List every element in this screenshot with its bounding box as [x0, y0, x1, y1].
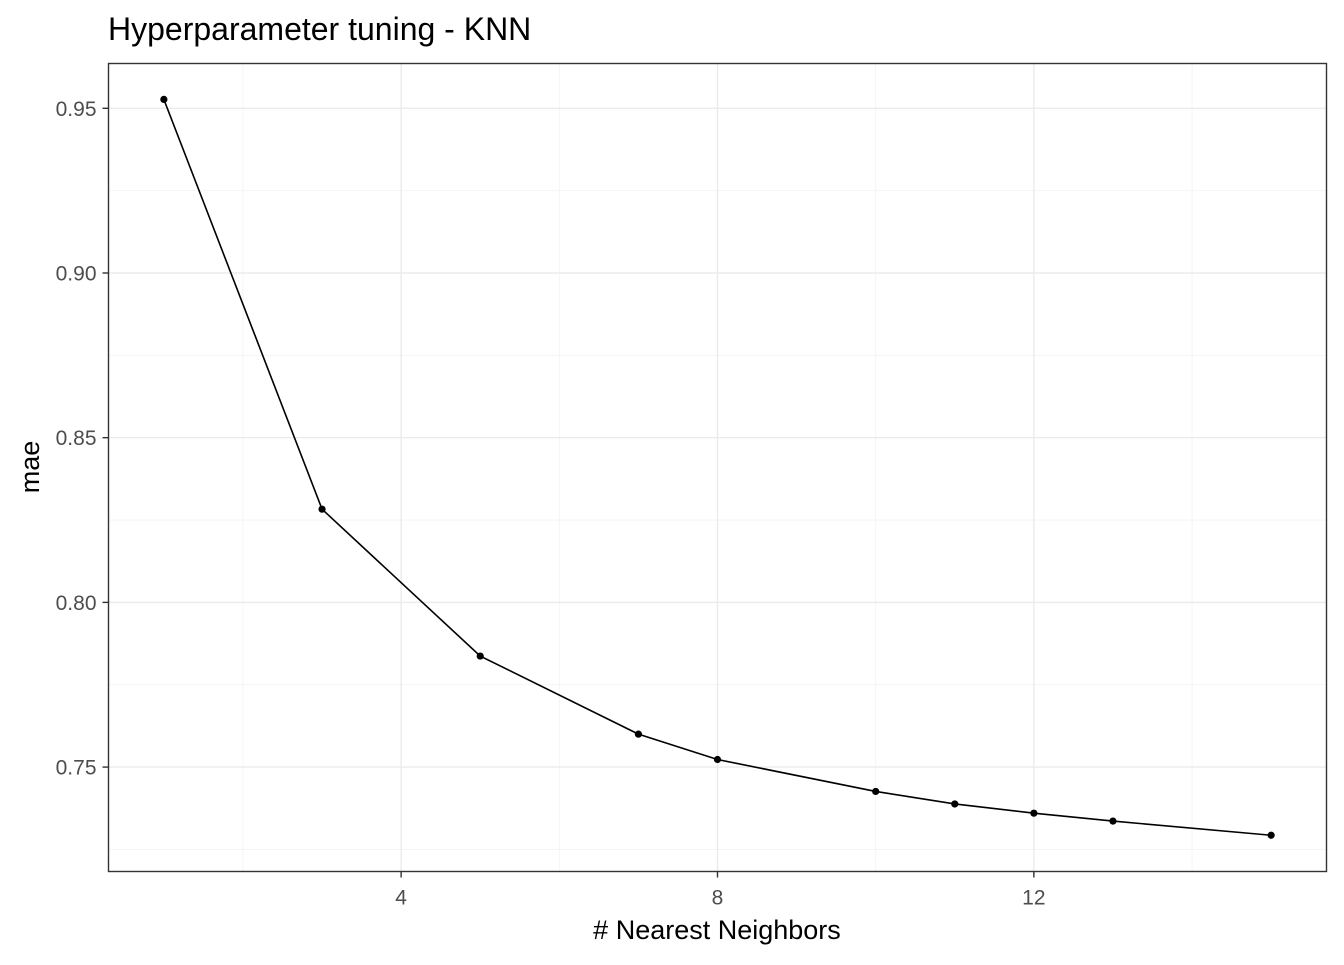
data-point-9 [1267, 831, 1275, 839]
y-tick-label-2: 0.85 [56, 427, 97, 450]
data-point-0 [160, 95, 168, 104]
y-tick-label-0: 0.75 [56, 757, 97, 780]
data-point-7 [1030, 809, 1038, 817]
data-point-5 [872, 787, 880, 796]
y-tick-label-1: 0.80 [56, 592, 97, 615]
data-point-1 [318, 505, 326, 513]
x-tick-label-0: 4 [395, 887, 407, 910]
data-point-8 [1109, 817, 1117, 825]
x-tick-label-2: 12 [1022, 887, 1045, 910]
major-gridlines [108, 63, 1327, 872]
chart-title: Hyperparameter tuning - KNN [108, 11, 531, 47]
y-axis: 0.75 0.80 0.85 0.90 0.95 [56, 98, 109, 780]
series-layer [160, 95, 1275, 839]
x-axis-title: # Nearest Neighbors [593, 915, 841, 945]
data-point-2 [476, 652, 484, 660]
y-tick-label-4: 0.95 [56, 98, 97, 121]
data-point-6 [951, 800, 959, 808]
data-point-3 [634, 730, 643, 738]
series-line-0 [163, 99, 1272, 837]
x-tick-label-1: 8 [712, 887, 724, 910]
x-axis: 4 8 12 [395, 871, 1046, 910]
y-tick-label-3: 0.90 [56, 262, 97, 285]
y-axis-title: mae [15, 441, 45, 494]
data-point-4 [713, 755, 722, 764]
